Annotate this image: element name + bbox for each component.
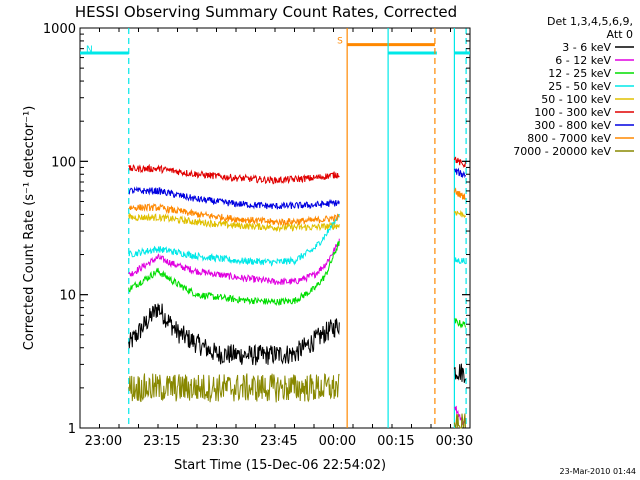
legend-header-line-2: Att 0 — [607, 28, 633, 41]
flags-layer: NS — [80, 37, 470, 55]
x-axis-label: Start Time (15-Dec-06 22:54:02) — [174, 458, 386, 473]
x-tick-label: 23:30 — [202, 434, 239, 449]
legend-item-label: 6 - 12 keV — [555, 54, 611, 67]
legend-item-label: 50 - 100 keV — [541, 93, 611, 106]
series-line — [128, 187, 466, 227]
x-tick-label: 23:00 — [85, 434, 122, 449]
series-line — [128, 373, 466, 429]
legend-item-label: 100 - 300 keV — [534, 106, 611, 119]
legend-item-label: 300 - 800 keV — [534, 119, 611, 132]
series-line — [128, 213, 466, 267]
legend-item-label: 7000 - 20000 keV — [513, 145, 611, 158]
series-line — [128, 156, 466, 185]
x-tick-label: 00:30 — [436, 434, 473, 449]
vertical-markers-layer — [128, 28, 467, 428]
series-line — [128, 303, 466, 383]
flag-label: N — [86, 45, 93, 55]
y-tick-label: 100 — [51, 155, 76, 170]
legend-item-label: 800 - 7000 keV — [527, 132, 611, 145]
legend-header-line-1: Det 1,3,4,5,6,9, — [547, 15, 633, 28]
plot-area: NS 23:00 23:15 23:30 23:45 00:00 00:15 00:30 1… — [43, 22, 473, 449]
x-axis: 23:00 23:15 23:30 23:45 00:00 00:15 00:30 — [79, 28, 473, 449]
x-tick-label: 23:15 — [143, 434, 180, 449]
x-tick-label: 00:00 — [319, 434, 356, 449]
legend-item-label: 25 - 50 keV — [548, 80, 611, 93]
y-axis-label: Corrected Count Rate (s⁻¹ detector⁻¹) — [22, 106, 37, 351]
generated-timestamp: 23-Mar-2010 01:44 — [560, 467, 637, 476]
series-line — [128, 210, 466, 233]
chart-title: HESSI Observing Summary Count Rates, Cor… — [75, 3, 457, 21]
series-layer — [128, 156, 466, 429]
legend-item-label: 12 - 25 keV — [548, 67, 611, 80]
y-tick-label: 1 — [68, 422, 76, 437]
y-axis: 1 10 100 1000 — [43, 22, 470, 437]
x-tick-label: 23:45 — [260, 434, 297, 449]
y-tick-label: 1000 — [43, 22, 76, 37]
flag-label: S — [337, 37, 343, 47]
series-line — [128, 167, 466, 210]
series-line — [128, 241, 466, 329]
legend-item-label: 3 - 6 keV — [562, 41, 611, 54]
y-tick-label: 10 — [59, 289, 76, 304]
x-tick-label: 00:15 — [377, 434, 414, 449]
